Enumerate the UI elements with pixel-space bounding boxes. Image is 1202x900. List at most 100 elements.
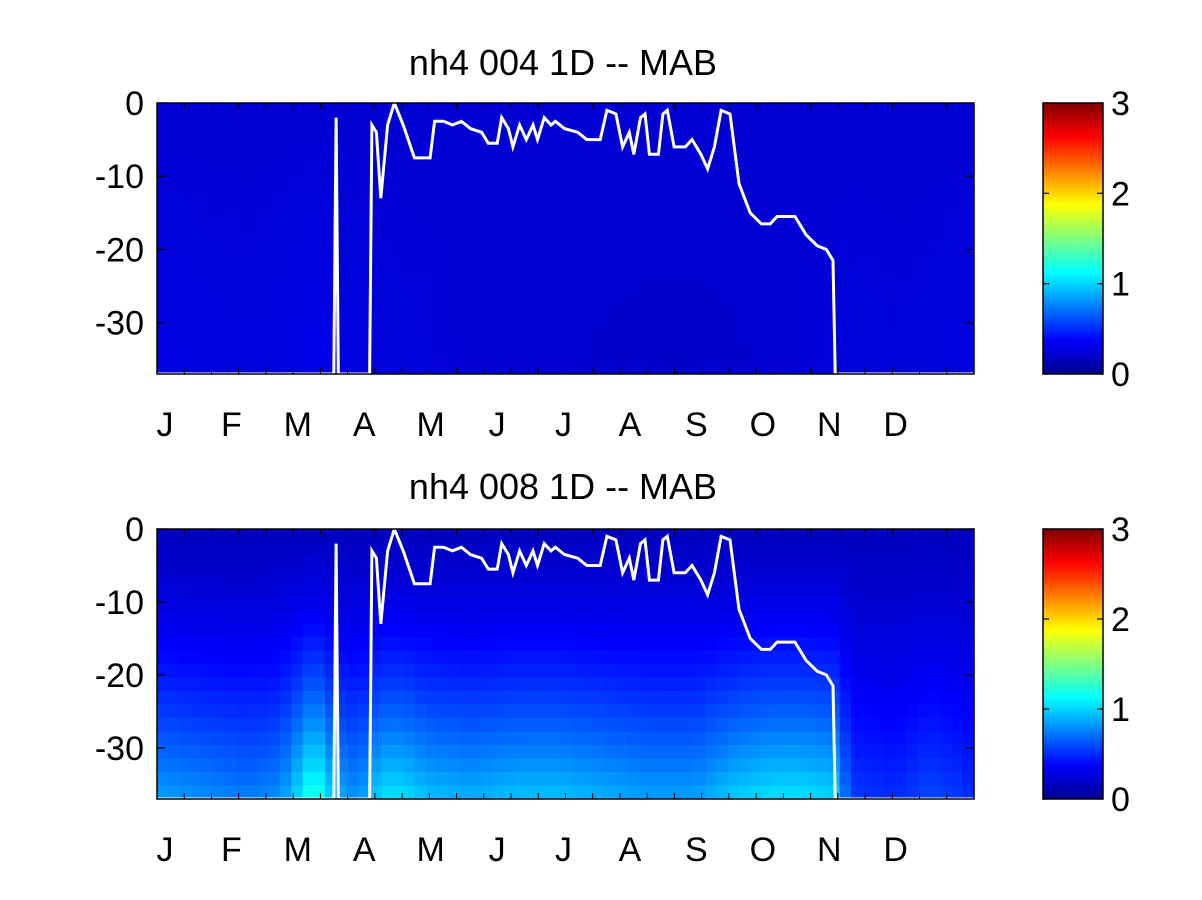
heatmap-cell (940, 184, 953, 199)
heatmap-cell (738, 677, 751, 692)
heatmap-cell (392, 184, 404, 199)
heatmap-cells-top (157, 103, 974, 374)
heatmap-cell (324, 224, 337, 240)
heatmap-cell (615, 569, 628, 584)
heatmap-cell (201, 306, 214, 321)
heatmap-cell (716, 319, 729, 334)
heatmap-cell (940, 691, 953, 706)
heatmap-cell (358, 116, 371, 131)
heatmap-cell (492, 306, 505, 321)
heatmap-cell (358, 785, 371, 799)
heatmap-cell (347, 143, 360, 158)
heatmap-cell (873, 529, 886, 544)
heatmap-cell (716, 569, 729, 584)
heatmap-cell (671, 265, 684, 280)
heatmap-cell (313, 556, 326, 571)
heatmap-cell (615, 306, 628, 321)
heatmap-cell (559, 596, 572, 611)
heatmap-cell (503, 103, 516, 118)
heatmap-cell (783, 157, 796, 172)
heatmap-cell (683, 569, 695, 584)
heatmap-cell (794, 197, 807, 212)
heatmap-cell (257, 170, 270, 185)
heatmap-cell (761, 529, 774, 544)
heatmap-cell (694, 197, 706, 212)
heatmap-cell (436, 529, 449, 544)
heatmap-cell (783, 556, 796, 571)
heatmap-cell (615, 650, 628, 665)
heatmap-cell (828, 116, 841, 131)
heatmap-cell (414, 758, 427, 773)
heatmap-cell (257, 731, 270, 746)
heatmap-cell (649, 623, 662, 638)
heatmap-cell (246, 130, 259, 145)
heatmap-cell (302, 637, 315, 652)
heatmap-cell (571, 664, 583, 679)
heatmap-cell (168, 785, 180, 799)
heatmap-cell (884, 130, 897, 145)
heatmap-cell (380, 637, 393, 652)
heatmap-cell (447, 306, 460, 321)
heatmap-cell (962, 542, 974, 557)
heatmap-cell (929, 143, 942, 158)
heatmap-cell (772, 677, 785, 692)
heatmap-cell (806, 758, 818, 773)
heatmap-cell (783, 170, 796, 185)
heatmap-cell (436, 116, 449, 131)
heatmap-cell (347, 731, 360, 746)
heatmap-cell (392, 569, 404, 584)
heatmap-cell (358, 610, 371, 625)
heatmap-cell (582, 143, 595, 158)
heatmap-cell (302, 664, 315, 679)
heatmap-cell (649, 184, 662, 199)
heatmap-cell (940, 637, 953, 652)
heatmap-cell (694, 677, 706, 692)
heatmap-cell (627, 556, 639, 571)
heatmap-cell (369, 143, 382, 158)
heatmap-cell (470, 529, 483, 544)
heatmap-cell (929, 691, 942, 706)
heatmap-cell (492, 772, 505, 787)
heatmap-cell (537, 596, 550, 611)
heatmap-cell (313, 758, 326, 773)
heatmap-cell (884, 529, 897, 544)
heatmap-cell (246, 731, 259, 746)
heatmap-cell (224, 265, 236, 280)
heatmap-cell (794, 637, 807, 652)
heatmap-cell (347, 556, 360, 571)
heatmap-cell (571, 346, 583, 362)
heatmap-cell (414, 583, 427, 598)
heatmap-cell (224, 529, 236, 544)
heatmap-cell (503, 610, 516, 625)
heatmap-cell (627, 157, 639, 172)
heatmap-cell (817, 664, 830, 679)
heatmap-cell (839, 745, 852, 760)
heatmap-cell (503, 279, 516, 294)
heatmap-cell (962, 130, 974, 145)
heatmap-cell (403, 143, 416, 158)
heatmap-cell (515, 211, 527, 226)
heatmap-cell (884, 333, 897, 348)
heatmap-cell (302, 596, 315, 611)
heatmap-cell (425, 157, 438, 172)
heatmap-cell (190, 103, 203, 118)
heatmap-cell (604, 319, 617, 334)
heatmap-cell (705, 772, 718, 787)
heatmap-cell (347, 745, 360, 760)
heatmap-cell (179, 116, 192, 131)
heatmap-cell (884, 346, 897, 362)
heatmap-cell (929, 130, 942, 145)
heatmap-cell (806, 143, 818, 158)
heatmap-cell (582, 265, 595, 280)
heatmap-cell (302, 731, 315, 746)
heatmap-cell (548, 306, 561, 321)
heatmap-cell (369, 279, 382, 294)
heatmap-cell (951, 157, 964, 172)
heatmap-cell (179, 157, 192, 172)
heatmap-cell (817, 224, 830, 240)
heatmap-cell (403, 529, 416, 544)
heatmap-cell (336, 664, 348, 679)
heatmap-cell (873, 583, 886, 598)
heatmap-cell (268, 637, 281, 652)
heatmap-cell (873, 677, 886, 692)
